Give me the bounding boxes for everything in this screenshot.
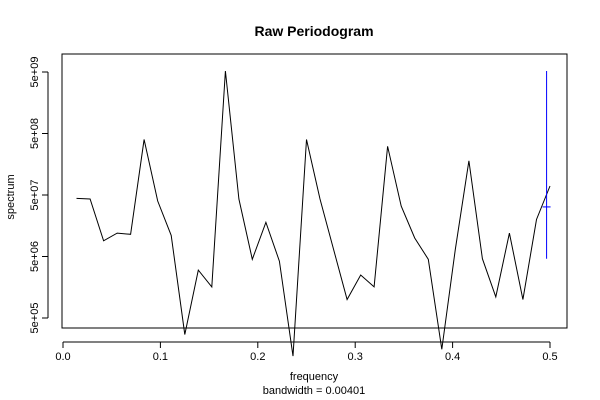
- spectrum-line: [76, 70, 551, 357]
- x-axis: 0.0 0.1 0.2 0.3 0.4 0.5: [55, 341, 558, 363]
- y-tick-label: 5e+05: [29, 303, 41, 334]
- y-axis-label: spectrum: [5, 174, 17, 219]
- x-tick-label: 0.3: [348, 351, 363, 363]
- y-tick-label: 5e+08: [29, 118, 41, 149]
- x-tick-label: 0.0: [55, 351, 70, 363]
- confidence-interval-bar: [542, 70, 551, 259]
- y-tick-label: 5e+07: [29, 180, 41, 211]
- x-axis-label: frequency: [290, 371, 339, 383]
- x-tick-label: 0.5: [542, 351, 557, 363]
- bandwidth-label: bandwidth = 0.00401: [263, 385, 365, 397]
- x-tick-label: 0.4: [445, 351, 460, 363]
- chart-title: Raw Periodogram: [254, 23, 373, 39]
- y-tick-label: 5e+06: [29, 241, 41, 272]
- plot-area-frame: [61, 53, 568, 329]
- y-axis: 5e+05 5e+06 5e+07 5e+08 5e+09: [29, 57, 49, 334]
- series-layer: [76, 70, 551, 357]
- x-tick-label: 0.2: [250, 351, 265, 363]
- x-tick-label: 0.1: [153, 351, 168, 363]
- y-tick-label: 5e+09: [29, 57, 41, 88]
